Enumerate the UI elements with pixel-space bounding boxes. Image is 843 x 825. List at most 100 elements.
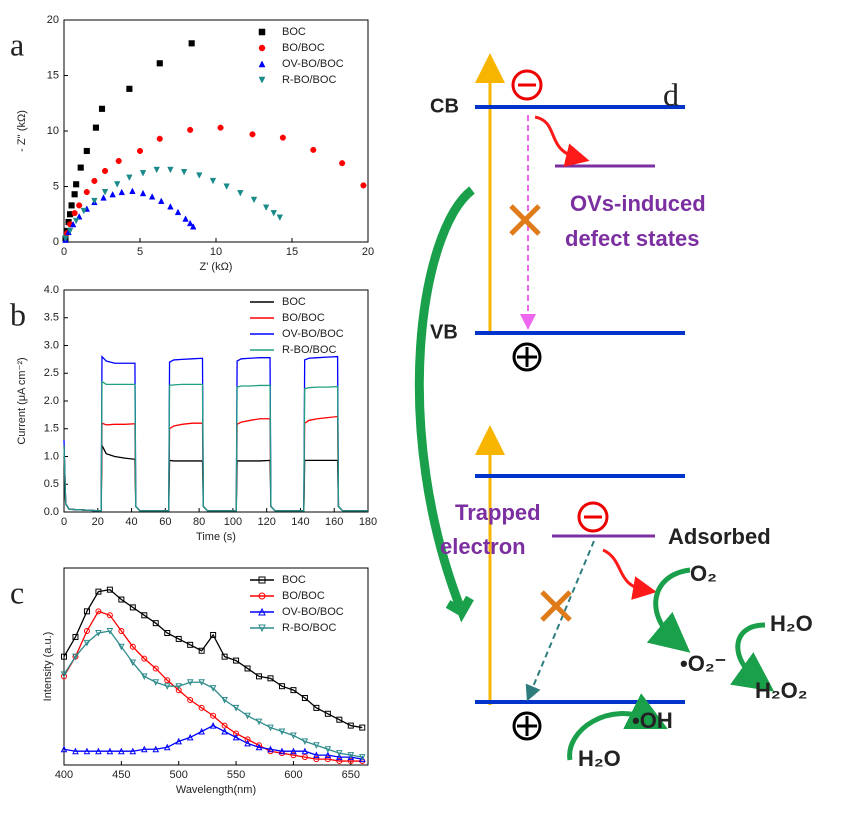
marker [140,673,148,680]
marker [262,204,270,211]
marker [164,677,171,684]
marker [118,596,125,603]
marker [244,665,251,672]
marker [98,105,106,112]
marker [313,751,320,759]
oh-arrow [567,693,668,761]
x-tick-label: 15 [286,246,298,258]
marker [347,753,355,761]
marker [244,712,251,720]
x-tick-label: 600 [284,769,302,781]
y-tick-label: 3.0 [44,339,59,351]
x-tick-label: 650 [342,769,360,781]
marker [100,194,107,201]
y-tick-label: 0.5 [44,478,59,490]
y-tick-label: 1.5 [44,423,59,435]
hole-2 [512,711,542,741]
diagram: CB VB d OVs-induced defect states Trappe… [414,53,813,771]
x-tick-label: 100 [224,516,242,528]
y-axis-label: - Z'' (kΩ) [16,110,28,152]
marker [188,40,195,47]
marker [186,733,194,741]
marker [141,655,148,662]
line [63,380,368,512]
marker [336,753,343,761]
marker [109,190,116,198]
electron [511,69,543,101]
y-tick-label: 20 [47,14,59,26]
marker [221,696,228,704]
marker [71,191,78,198]
marker [175,683,183,690]
marker [106,747,114,755]
y-tick-label: 15 [47,69,59,81]
marker [310,146,317,153]
marker [118,747,125,755]
species-label: H₂O [770,611,813,636]
marker [258,607,266,616]
marker [270,210,277,217]
y-tick-label: 3.5 [44,312,59,324]
marker [175,737,183,745]
legend-label: BO/BOC [282,42,325,54]
panel-label: b [10,296,26,332]
marker [221,653,228,660]
marker [278,728,286,736]
marker [278,683,285,690]
line [63,588,363,729]
marker [301,754,308,761]
marker [83,189,90,196]
marker [279,134,286,141]
marker [174,208,182,216]
marker [313,704,320,711]
marker [232,733,240,741]
marker [118,628,125,635]
marker [198,704,205,711]
marker [91,197,98,205]
marker [358,754,366,761]
legend-label: BOC [282,574,306,586]
x-tick-label: 20 [362,246,374,258]
marker [186,219,194,227]
hole [512,342,542,372]
marker [140,745,148,753]
marker [258,44,266,52]
marker [141,612,148,619]
marker [301,738,309,745]
line [63,354,368,512]
marker [76,202,83,209]
marker [324,751,332,759]
x-tick-label: 10 [210,246,222,258]
trap-arrow [534,115,590,167]
marker [210,631,217,638]
marker [175,635,182,642]
legend-label: R-BO/BOC [282,344,336,356]
marker [83,147,90,155]
marker [347,722,354,729]
x-axis-label: Time (s) [196,531,236,543]
marker [60,671,68,678]
marker [139,189,147,197]
marker [83,747,91,755]
marker [95,747,102,755]
marker [118,188,125,196]
marker [129,747,137,755]
species-label: O₂ [690,561,717,586]
marker [115,157,122,165]
marker [189,223,197,230]
trapped-label: electron [440,534,526,559]
marker [290,747,297,755]
marker [101,167,109,175]
legend-label: BO/BOC [282,590,325,602]
marker [313,756,320,763]
marker [198,647,205,654]
marker [258,28,266,36]
marker [83,608,90,615]
blocked-mark-2 [540,590,572,622]
marker [66,227,74,235]
marker [156,135,163,142]
marker [164,630,171,637]
x-tick-label: 120 [257,516,275,528]
marker [324,756,331,763]
